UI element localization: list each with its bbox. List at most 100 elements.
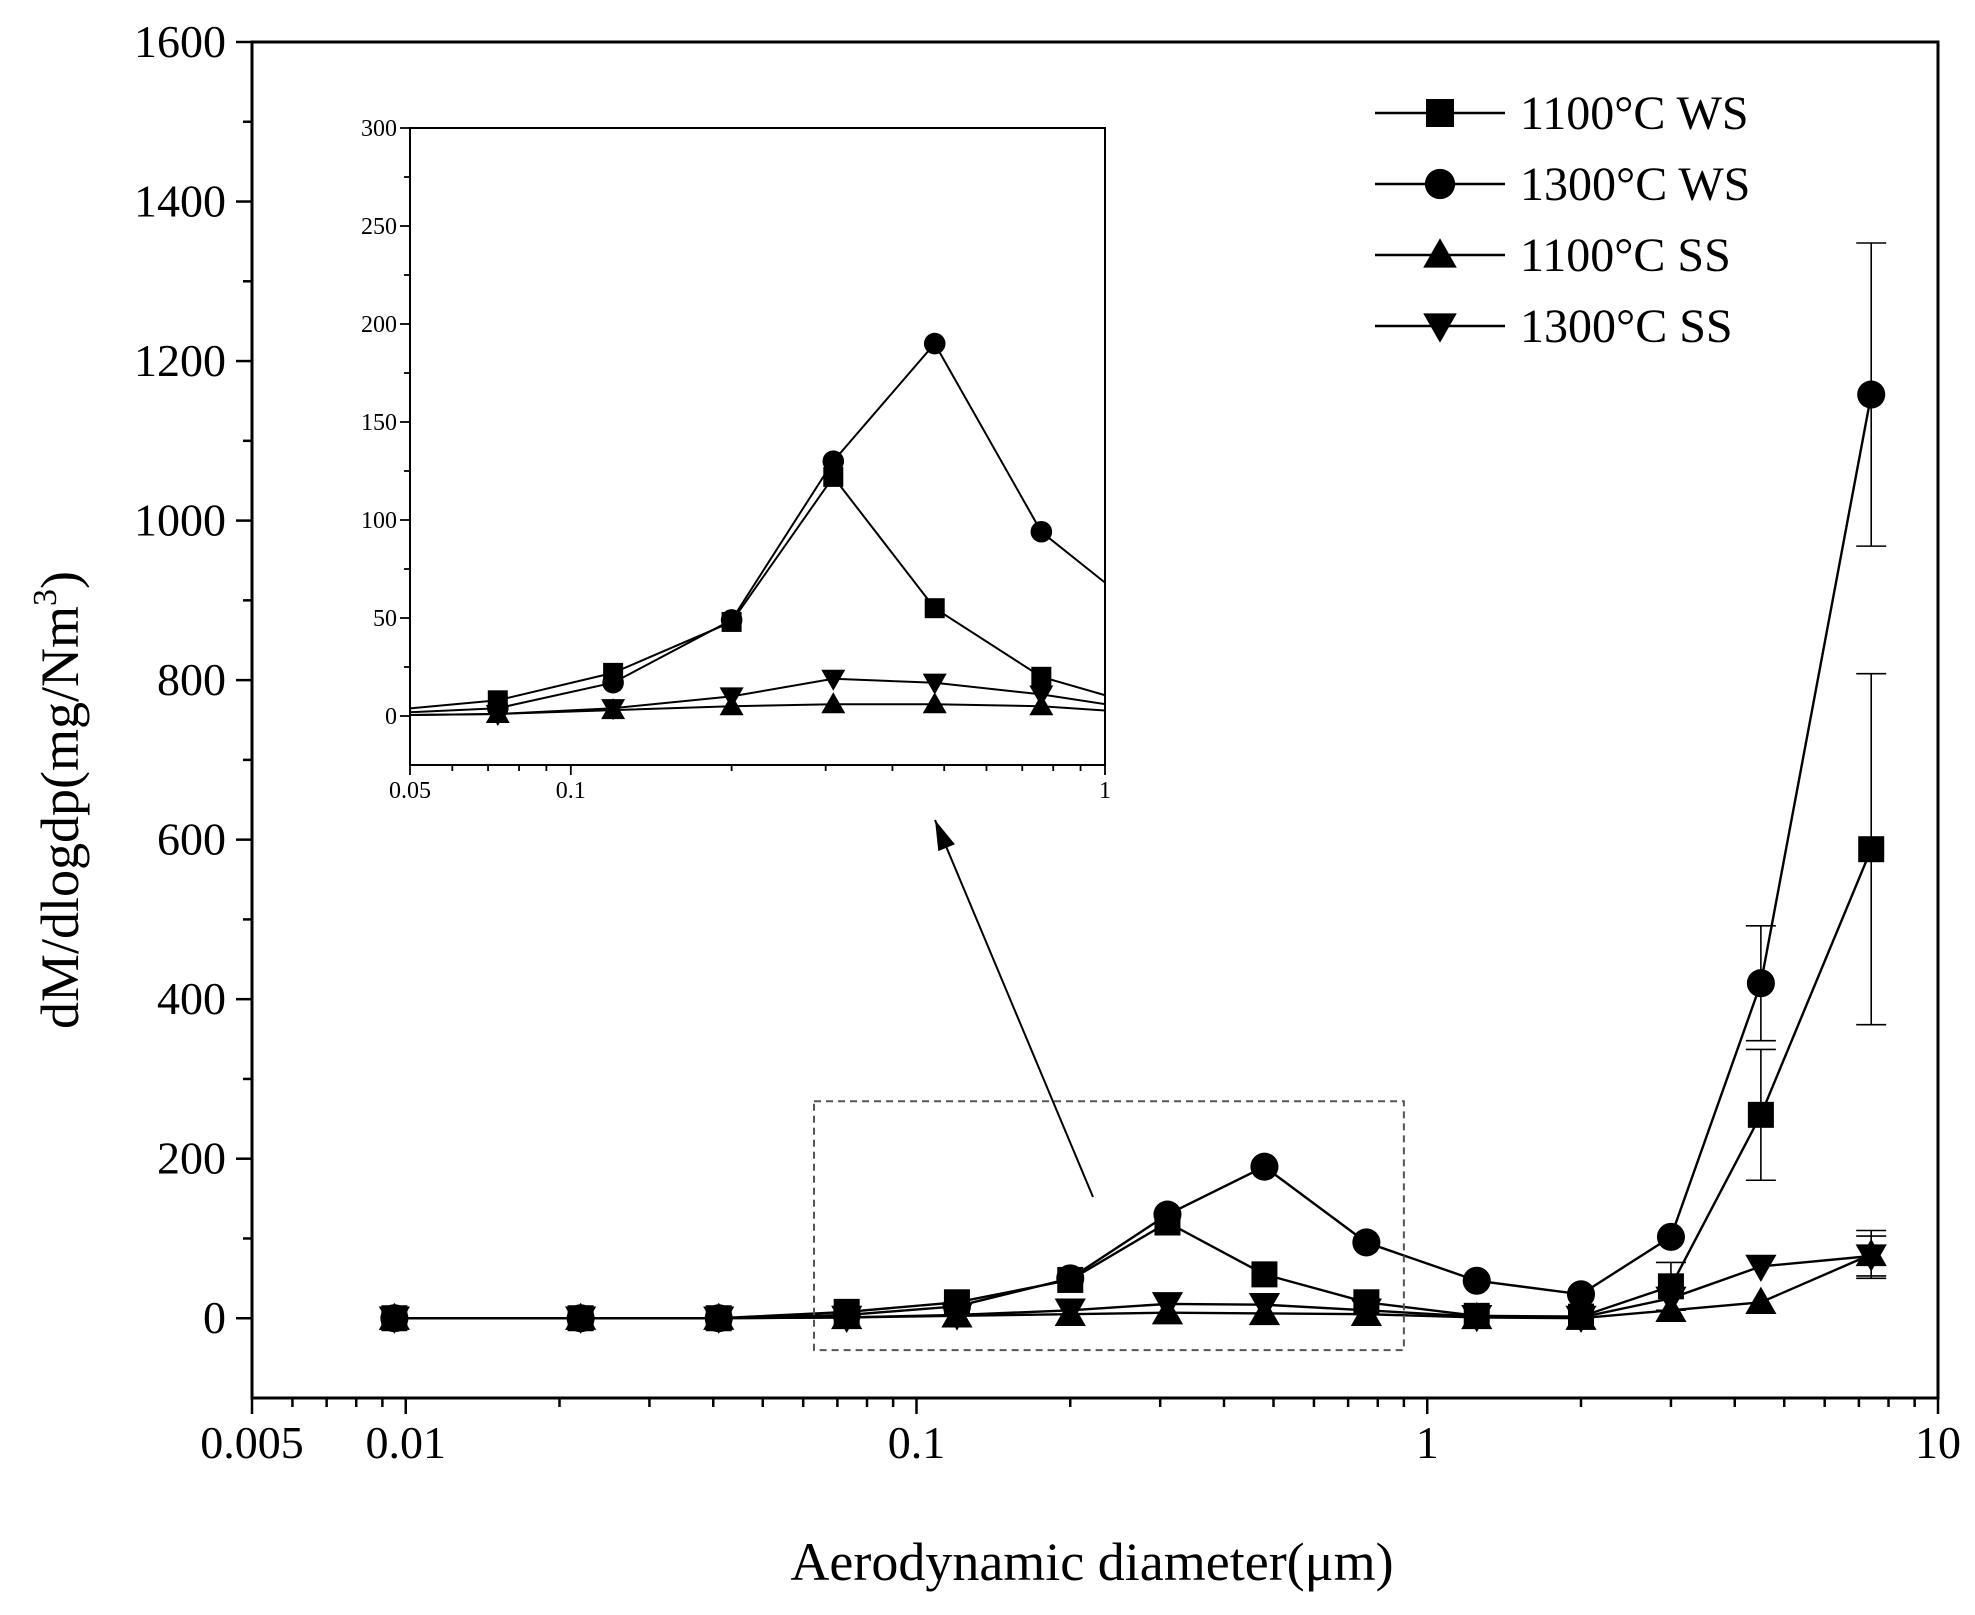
main-point-1300-c-ss — [703, 1306, 735, 1334]
inset-point-1300-c-ss — [485, 705, 510, 727]
y-axis-title-close: ) — [30, 571, 90, 589]
legend-label: 1100°C SS — [1520, 229, 1731, 282]
inset-point-1100-c-ws — [924, 598, 945, 619]
inset-point-1100-c-ss — [922, 692, 947, 714]
inset-series — [410, 332, 1105, 727]
y-axis-title: dM/dlogdp(mg/Nm3) — [27, 571, 90, 1029]
x-axis-title: Aerodynamic diameter(μm) — [790, 1532, 1393, 1592]
legend-label: 1100°C WS — [1520, 87, 1749, 140]
main-point-1300-c-ws — [1857, 380, 1886, 409]
main-point-1100-c-ws — [1251, 1261, 1278, 1288]
main-y-tick-label: 0 — [203, 1292, 226, 1343]
main-y-tick-label: 200 — [157, 1133, 226, 1184]
inset-y-tick-label: 250 — [361, 214, 397, 240]
main-series — [378, 242, 1887, 1334]
main-y-tick-label: 400 — [157, 973, 226, 1024]
legend-marker — [1426, 99, 1454, 127]
inset-series-line-1100-c-ws — [410, 475, 1105, 710]
inset-point-1300-c-ss — [1029, 685, 1054, 707]
inset-y-tick-label: 150 — [361, 410, 397, 436]
inset-background — [410, 128, 1105, 765]
main-point-1300-c-ss — [1054, 1298, 1086, 1326]
legend-label: 1300°C WS — [1520, 158, 1750, 211]
inset-point-1300-c-ss — [821, 669, 846, 691]
main-y-tick-label: 1200 — [134, 335, 226, 386]
main-point-1300-c-ss — [1248, 1292, 1281, 1321]
inset-y-tick-label: 50 — [373, 606, 397, 632]
inset-point-1300-c-ws — [720, 609, 743, 631]
inset-point-1100-c-ws — [1031, 666, 1052, 687]
main-y-tick-label: 800 — [157, 654, 226, 705]
inset-point-1300-c-ws — [1030, 520, 1053, 543]
inset-y-tick-label: 100 — [361, 508, 397, 534]
inset-series-lines — [410, 341, 1105, 717]
inset-point-1100-c-ss — [821, 692, 846, 714]
main-point-1300-c-ss — [565, 1306, 597, 1334]
main-x-tick-label: 0.01 — [366, 1417, 447, 1468]
main-point-1300-c-ss — [831, 1305, 863, 1334]
main-x-tick-label: 10 — [1915, 1417, 1961, 1468]
main-y-tick-label: 1000 — [134, 495, 226, 546]
main-point-1300-c-ss — [378, 1306, 410, 1334]
inset-series-line-1300-c-ws — [410, 341, 1105, 714]
main-point-1300-c-ss — [1855, 1244, 1887, 1272]
y-axis-title-main: dM/dlogdp(mg/Nm — [30, 606, 90, 1029]
zoom-arrow-shaft — [934, 819, 1094, 1198]
main-x-tick-label: 0.005 — [200, 1417, 304, 1468]
zoom-arrow-head — [935, 820, 955, 852]
main-point-1300-c-ss — [1745, 1254, 1777, 1282]
main-point-1100-c-ws — [1858, 836, 1885, 863]
main-point-1300-c-ws — [1056, 1264, 1085, 1293]
zoom-box — [813, 1100, 1405, 1352]
inset-plot-frame — [409, 127, 1106, 766]
main-y-tick-label: 1400 — [134, 176, 226, 227]
main-axes: 0.005 0.01 0.1 1 100200400600800100012001400… — [134, 16, 1961, 1468]
legend-marker — [1423, 238, 1457, 268]
inset-series-line-1300-c-ss — [410, 677, 1105, 717]
main-point-1300-c-ws — [1352, 1228, 1381, 1257]
inset-y-tick-label: 300 — [361, 116, 397, 142]
main-point-1300-c-ws — [1746, 969, 1775, 998]
inset-x-tick-label: 0.05 — [389, 778, 431, 804]
inset-y-tick-label: 200 — [361, 312, 397, 338]
main-point-1300-c-ws — [1656, 1222, 1685, 1251]
main-series-lines — [394, 394, 1873, 1320]
legend: 1100°C WS 1300°C WS 1100°C SS 1300°C SS — [1375, 87, 1750, 353]
main-point-1300-c-ws — [1153, 1200, 1182, 1229]
legend-marker — [1423, 313, 1457, 343]
main-point-1300-c-ws — [1566, 1280, 1596, 1309]
main-point-1300-c-ss — [1151, 1292, 1184, 1320]
inset-point-1300-c-ws — [822, 450, 845, 473]
main-series-line-1300-c-ss — [394, 1254, 1872, 1320]
inset-x-tick-label: 0.1 — [556, 778, 586, 804]
main-point-1300-c-ss — [1461, 1304, 1493, 1333]
main-point-1300-c-ss — [1350, 1298, 1382, 1326]
legend-marker — [1424, 168, 1456, 200]
inset-point-1300-c-ss — [601, 699, 626, 721]
main-point-1300-c-ss — [1655, 1286, 1687, 1314]
inset-point-1300-c-ws — [923, 332, 946, 355]
main-plot-frame — [250, 40, 1940, 1400]
main-series-line-1100-c-ws — [394, 848, 1873, 1320]
main-x-tick-label: 1 — [1416, 1417, 1439, 1468]
inset-point-1300-c-ss — [922, 673, 947, 695]
main-point-1100-c-ss — [1745, 1286, 1777, 1314]
main-point-1300-c-ws — [1462, 1266, 1491, 1295]
inset-y-tick-label: 0 — [385, 704, 397, 730]
main-series-line-1100-c-ss — [394, 1253, 1872, 1320]
main-point-1100-c-ws — [1747, 1101, 1774, 1128]
inset-x-tick-label: 1 — [1099, 778, 1111, 804]
legend-label: 1300°C SS — [1520, 300, 1733, 353]
main-point-1300-c-ss — [941, 1303, 973, 1331]
main-point-1300-c-ws — [1250, 1152, 1279, 1181]
y-axis-title-superscript: 3 — [27, 589, 64, 606]
inset-panel: 0.05 0.1 1 0 50 100 150 200 250 300 — [361, 116, 1111, 804]
main-y-tick-label: 1600 — [134, 16, 226, 67]
main-y-tick-label: 600 — [157, 814, 226, 865]
main-x-tick-label: 0.1 — [888, 1417, 946, 1468]
inset-point-1300-c-ws — [602, 671, 624, 694]
inset-point-1300-c-ss — [719, 687, 744, 709]
zoom-indicator — [813, 819, 1405, 1352]
main-point-1300-c-ss — [1565, 1305, 1597, 1334]
